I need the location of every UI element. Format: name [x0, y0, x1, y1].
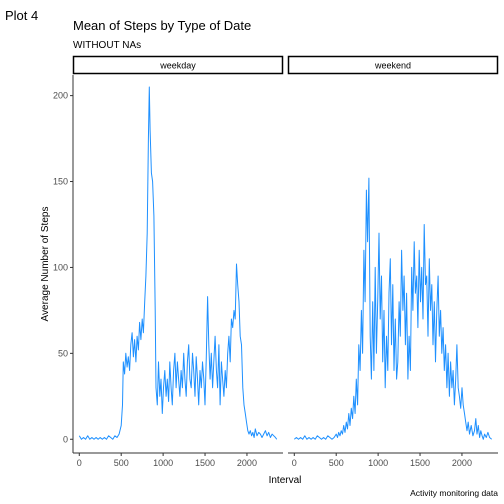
- x-tick-label: 500: [114, 458, 129, 468]
- caption: Activity monitoring data: [410, 488, 498, 498]
- y-tick-label: 100: [53, 262, 68, 272]
- series-line-weekday: [78, 86, 278, 440]
- plot-tag: Plot 4: [5, 8, 38, 23]
- y-axis-label: Average Number of Steps: [40, 207, 51, 322]
- x-tick-label: 2000: [452, 458, 472, 468]
- x-tick-label: 500: [329, 458, 344, 468]
- facet-strip-weekend: [287, 55, 499, 75]
- chart-subtitle: WITHOUT NAs: [73, 40, 141, 51]
- x-tick-label: 1000: [153, 458, 173, 468]
- y-tick-label: 50: [58, 348, 68, 358]
- facet-panels: 0 50 100 150 200 weekday 0 500 1000 1500 2000 weeke…: [53, 55, 499, 468]
- facet-strip-weekday: [72, 55, 284, 75]
- y-tick-label: 0: [63, 434, 68, 444]
- x-tick-label: 0: [292, 458, 297, 468]
- x-tick-label: 2000: [237, 458, 257, 468]
- x-axis-label: Interval: [269, 475, 302, 486]
- x-tick-label: 1000: [368, 458, 388, 468]
- series-line-weekend: [293, 177, 493, 440]
- chart-title: Mean of Steps by Type of Date: [73, 18, 251, 33]
- y-tick-label: 200: [53, 91, 68, 101]
- y-tick-label: 150: [53, 177, 68, 187]
- x-tick-label: 0: [77, 458, 82, 468]
- facet-strip-label-weekend: weekend: [374, 61, 411, 71]
- facet-strip-label-weekday: weekday: [159, 61, 196, 71]
- x-tick-label: 1500: [195, 458, 215, 468]
- x-tick-label: 1500: [410, 458, 430, 468]
